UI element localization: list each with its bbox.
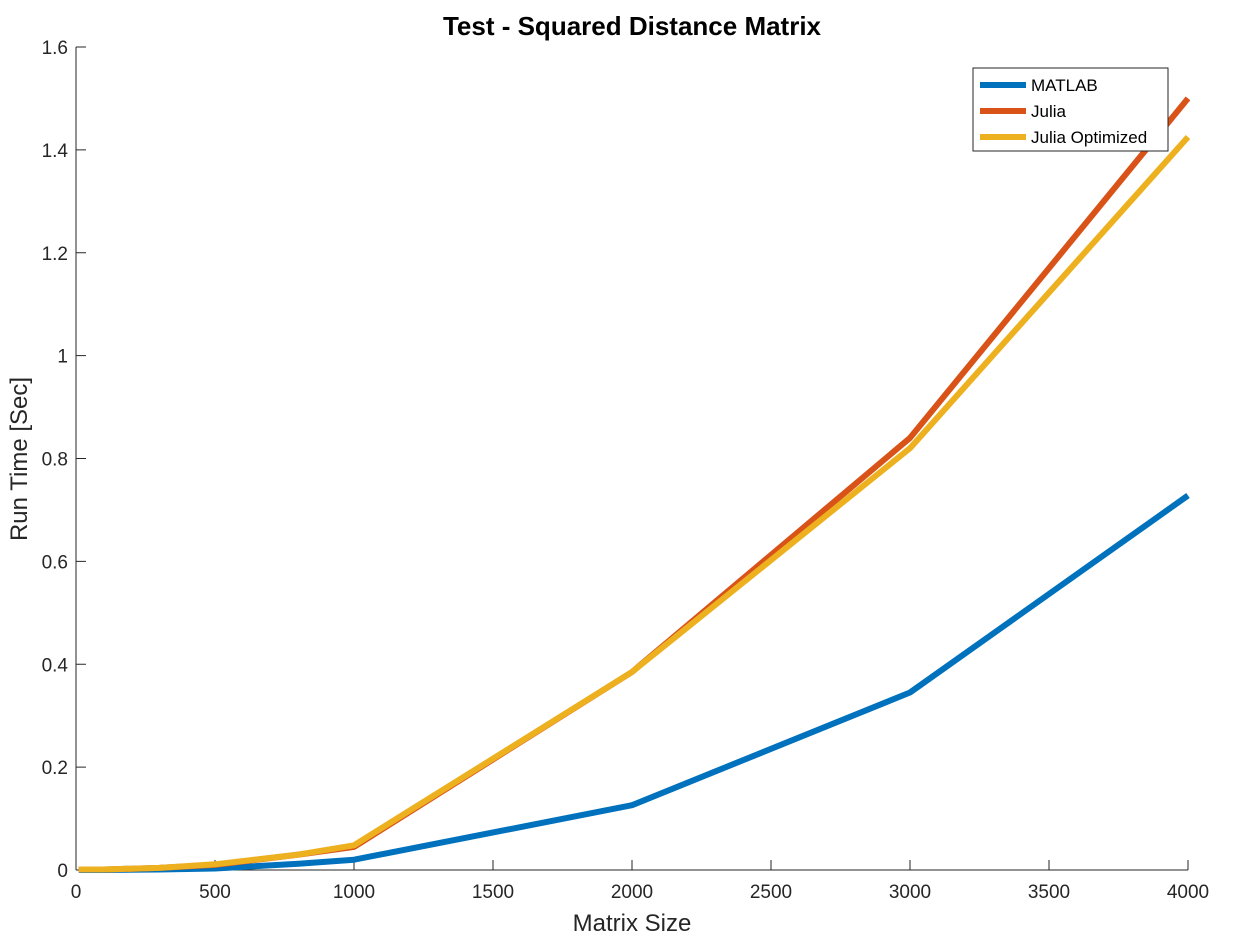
x-tick-label: 2000 — [611, 882, 653, 903]
series-line-julia-optimized — [78, 135, 1191, 873]
legend-label: MATLAB — [1031, 76, 1098, 95]
x-tick-label: 1000 — [333, 882, 375, 903]
x-tick-label: 4000 — [1167, 882, 1209, 903]
x-tick-label: 0 — [71, 882, 82, 903]
series-line-julia — [78, 96, 1191, 873]
y-tick-label: 0.2 — [42, 758, 68, 779]
x-tick-label: 1500 — [472, 882, 514, 903]
y-tick-label: 0.4 — [42, 655, 69, 676]
y-tick-label: 0.6 — [42, 552, 68, 573]
legend-label: Julia Optimized — [1031, 128, 1147, 147]
x-tick-label: 3000 — [889, 882, 931, 903]
x-axis-title: Matrix Size — [573, 910, 692, 937]
y-tick-label: 1.4 — [42, 141, 69, 162]
series-line-matlab — [78, 493, 1190, 873]
x-tick-label: 500 — [199, 882, 231, 903]
y-tick-label: 0 — [57, 861, 68, 882]
legend: MATLAB Julia Julia Optimized — [972, 67, 1169, 152]
y-tick-label: 1 — [57, 347, 68, 368]
y-tick-label: 0.8 — [42, 450, 68, 471]
y-tick-label: 1.6 — [42, 38, 68, 59]
y-axis-title: Run Time [Sec] — [6, 377, 33, 541]
x-tick-label: 2500 — [750, 882, 792, 903]
x-tick-label: 3500 — [1028, 882, 1070, 903]
chart-title: Test - Squared Distance Matrix — [443, 11, 822, 41]
y-tick-label: 1.2 — [42, 244, 68, 265]
legend-label: Julia — [1031, 102, 1067, 121]
